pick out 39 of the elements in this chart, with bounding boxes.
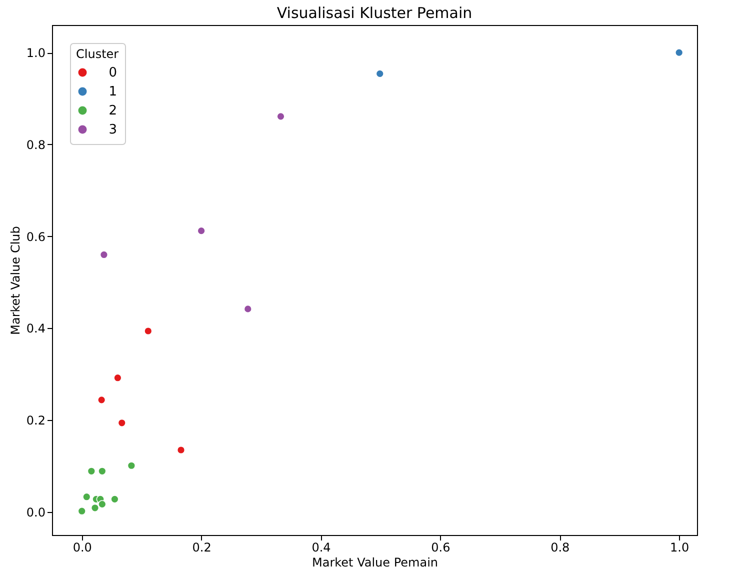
legend-label: 1 bbox=[108, 84, 117, 100]
chart-title: Visualisasi Kluster Pemain bbox=[276, 4, 472, 22]
y-axis-title: Market Value Club bbox=[8, 226, 22, 335]
point bbox=[100, 250, 108, 259]
point bbox=[118, 418, 126, 427]
y-tick-label: 0.8 bbox=[26, 138, 46, 152]
legend-label: 0 bbox=[108, 66, 117, 80]
point bbox=[197, 226, 206, 235]
y-tick-label: 0.4 bbox=[26, 322, 46, 336]
x-tick-label: 0.6 bbox=[431, 540, 450, 554]
point bbox=[114, 374, 122, 382]
legend-title: Cluster bbox=[76, 47, 119, 61]
x-tick-label: 0.8 bbox=[550, 540, 570, 554]
point bbox=[90, 504, 100, 512]
point bbox=[244, 304, 252, 314]
y-tick-label: 1.0 bbox=[26, 46, 46, 60]
point bbox=[97, 396, 106, 404]
point bbox=[87, 467, 96, 476]
x-axis-title: Market Value Pemain bbox=[312, 556, 438, 570]
y-tick-label: 0.0 bbox=[26, 506, 46, 520]
x-tick-label: 1.0 bbox=[670, 540, 690, 554]
point bbox=[674, 48, 684, 57]
point bbox=[376, 70, 384, 78]
point bbox=[98, 500, 106, 508]
legend-label: 3 bbox=[108, 122, 117, 138]
x-tick-label: 0.0 bbox=[72, 540, 92, 554]
y-tick-label: 0.2 bbox=[26, 414, 46, 428]
x-tick-label: 0.2 bbox=[192, 540, 212, 554]
point bbox=[110, 495, 119, 504]
point bbox=[127, 462, 136, 470]
point bbox=[276, 112, 285, 121]
x-tick-label: 0.4 bbox=[312, 540, 331, 554]
y-tick-label: 0.6 bbox=[26, 230, 46, 244]
point bbox=[78, 507, 86, 516]
point bbox=[144, 326, 152, 336]
legend-label: 2 bbox=[108, 104, 117, 118]
point bbox=[176, 446, 186, 454]
point bbox=[82, 492, 91, 501]
point bbox=[98, 467, 106, 476]
